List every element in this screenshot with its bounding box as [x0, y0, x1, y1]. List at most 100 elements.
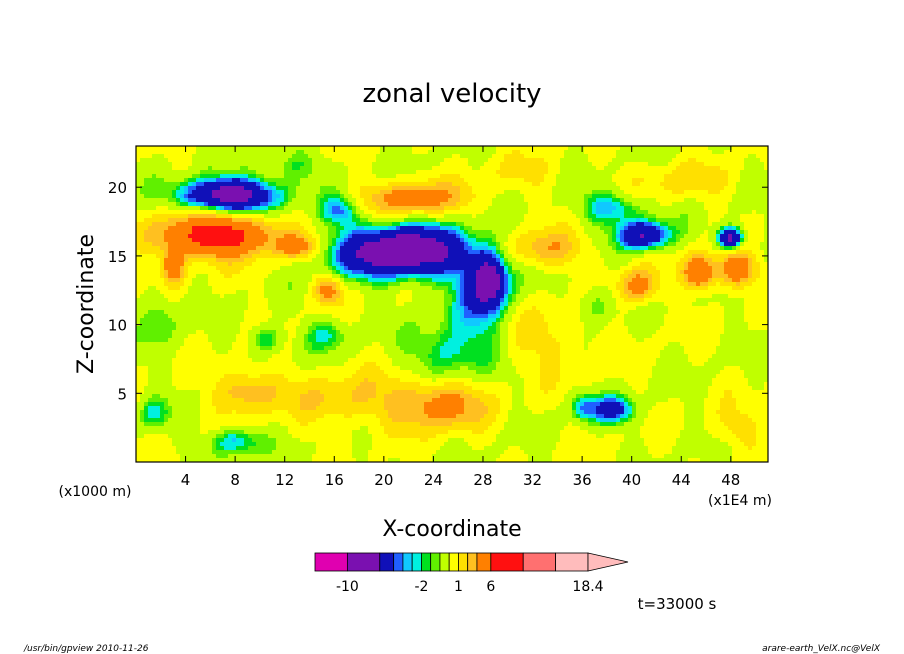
field-cell — [732, 190, 737, 195]
field-cell — [312, 246, 317, 251]
field-cell — [604, 226, 609, 231]
field-cell — [608, 210, 613, 215]
field-cell — [612, 218, 617, 223]
field-cell — [244, 174, 249, 179]
field-cell — [384, 226, 389, 231]
field-cell — [228, 202, 233, 207]
field-cell — [408, 226, 413, 231]
field-cell — [444, 230, 449, 235]
field-cell — [200, 190, 205, 195]
field-cell — [348, 154, 353, 159]
field-cell — [680, 146, 685, 151]
field-cell — [456, 178, 461, 183]
field-cell — [608, 170, 613, 175]
field-cell — [476, 170, 481, 175]
field-cell — [300, 206, 305, 211]
field-cell — [644, 206, 649, 211]
field-cell — [740, 218, 745, 223]
field-cell — [588, 226, 593, 231]
field-cell — [196, 146, 201, 151]
field-cell — [220, 146, 225, 151]
field-cell — [428, 182, 433, 187]
field-cell — [512, 190, 517, 195]
field-cell — [220, 162, 225, 167]
field-cell — [588, 182, 593, 187]
field-cell — [316, 158, 321, 163]
field-cell — [456, 270, 461, 275]
field-cell — [492, 258, 497, 263]
field-cell — [172, 234, 177, 239]
field-cell — [416, 158, 421, 163]
field-cell — [720, 186, 725, 191]
field-cell — [292, 226, 297, 231]
field-cell — [372, 166, 377, 171]
field-cell — [624, 218, 629, 223]
field-cell — [368, 262, 373, 267]
field-cell — [488, 162, 493, 167]
field-cell — [632, 198, 637, 203]
field-cell — [264, 206, 269, 211]
field-cell — [304, 178, 309, 183]
field-cell — [380, 270, 385, 275]
field-cell — [368, 242, 373, 247]
field-cell — [568, 246, 573, 251]
field-cell — [340, 258, 345, 263]
field-cell — [736, 262, 741, 267]
field-cell — [744, 226, 749, 231]
field-cell — [536, 214, 541, 219]
field-cell — [384, 190, 389, 195]
field-cell — [272, 226, 277, 231]
field-cell — [680, 158, 685, 163]
field-cell — [636, 234, 641, 239]
field-cell — [676, 178, 681, 183]
field-cell — [708, 150, 713, 155]
field-cell — [200, 206, 205, 211]
field-cell — [168, 202, 173, 207]
field-cell — [160, 262, 165, 267]
field-cell — [300, 218, 305, 223]
field-cell — [376, 222, 381, 227]
field-cell — [244, 182, 249, 187]
field-cell — [212, 222, 217, 227]
field-cell — [292, 202, 297, 207]
field-cell — [520, 230, 525, 235]
field-cell — [736, 266, 741, 271]
field-cell — [304, 146, 309, 151]
field-cell — [600, 158, 605, 163]
field-cell — [760, 186, 765, 191]
field-cell — [252, 154, 257, 159]
field-cell — [228, 150, 233, 155]
field-cell — [204, 214, 209, 219]
field-cell — [744, 178, 749, 183]
field-cell — [332, 202, 337, 207]
field-cell — [288, 170, 293, 175]
field-cell — [584, 234, 589, 239]
field-cell — [764, 146, 768, 151]
field-cell — [756, 250, 761, 255]
field-cell — [476, 194, 481, 199]
field-cell — [452, 266, 457, 271]
field-cell — [188, 182, 193, 187]
field-cell — [200, 170, 205, 175]
field-cell — [524, 258, 529, 263]
field-cell — [648, 214, 653, 219]
field-cell — [544, 254, 549, 259]
field-cell — [364, 270, 369, 275]
field-cell — [184, 238, 189, 243]
field-cell — [348, 218, 353, 223]
field-cell — [432, 218, 437, 223]
field-cell — [404, 190, 409, 195]
field-cell — [368, 238, 373, 243]
field-cell — [616, 166, 621, 171]
field-cell — [520, 218, 525, 223]
field-cell — [648, 210, 653, 215]
field-cell — [356, 186, 361, 191]
field-cell — [592, 226, 597, 231]
field-cell — [708, 230, 713, 235]
field-cell — [264, 222, 269, 227]
field-cell — [724, 162, 729, 167]
field-cell — [764, 190, 768, 195]
field-cell — [624, 194, 629, 199]
field-cell — [208, 170, 213, 175]
field-cell — [184, 206, 189, 211]
